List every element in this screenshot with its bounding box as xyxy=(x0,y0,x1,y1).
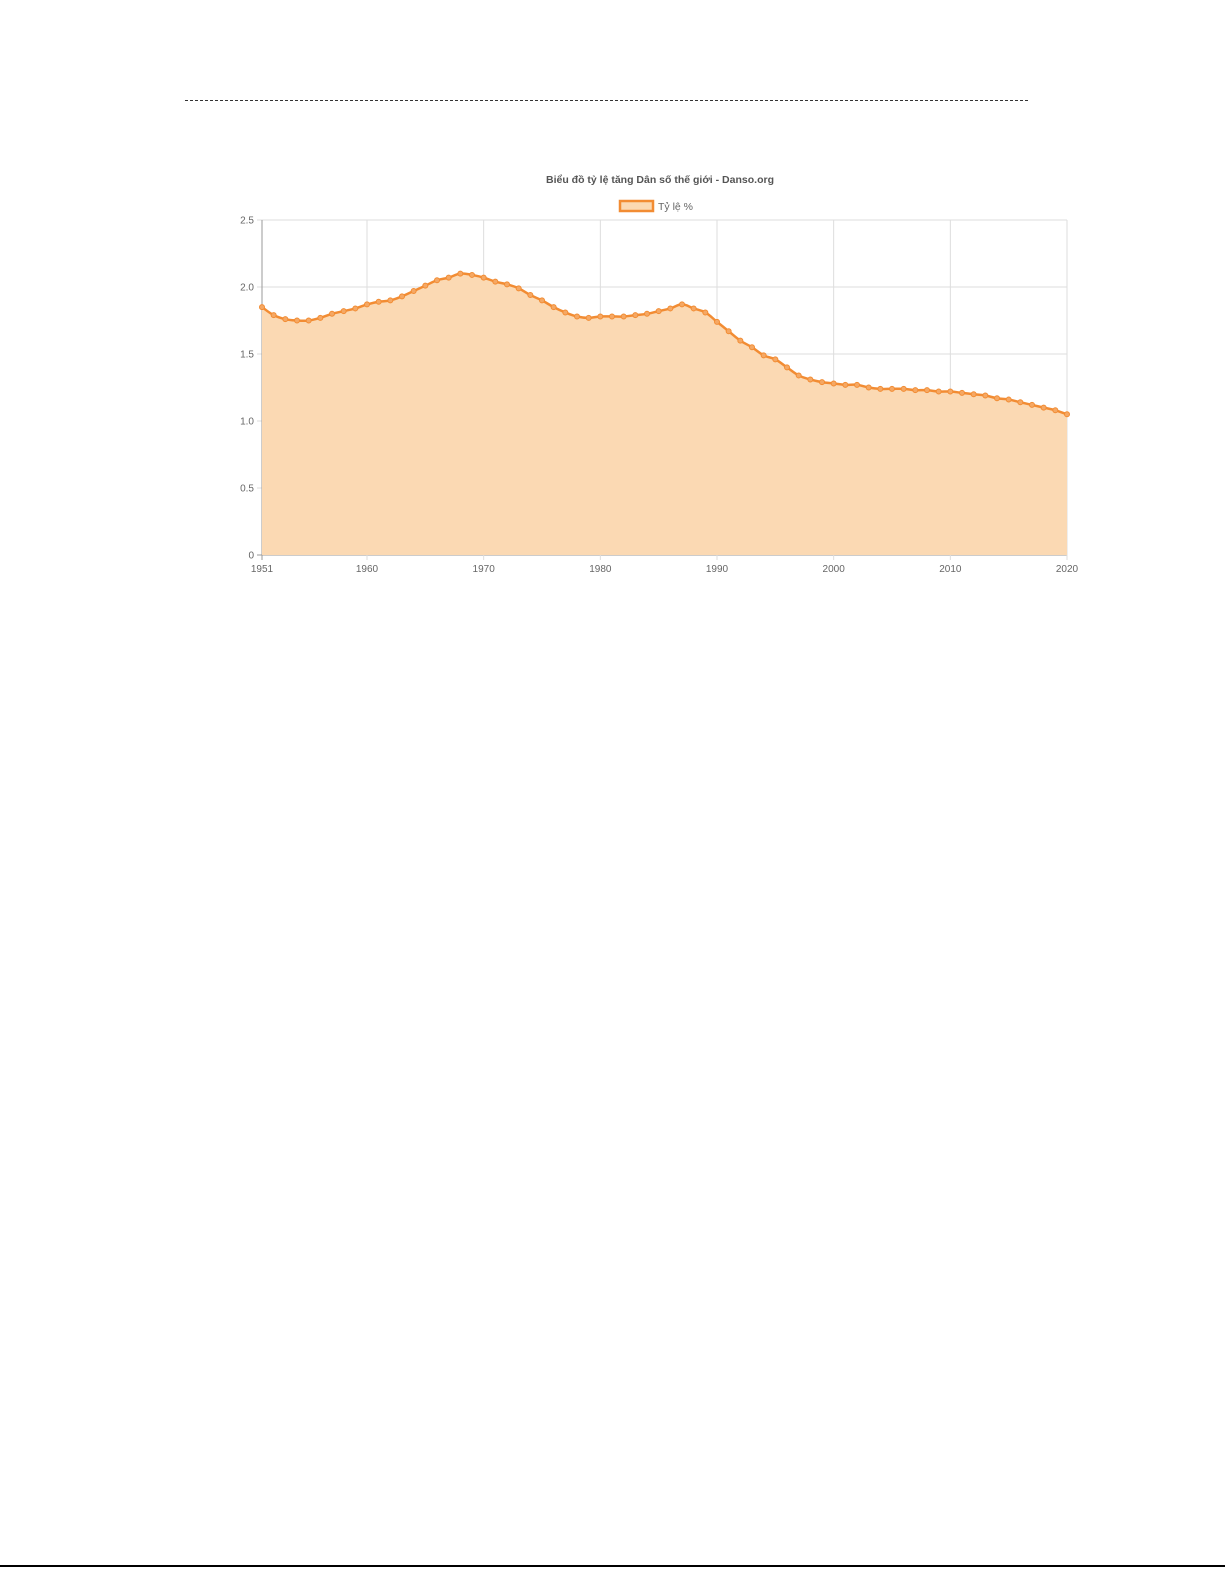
data-point xyxy=(329,310,335,317)
x-tick-label: 2010 xyxy=(939,564,962,575)
data-point xyxy=(679,301,685,308)
data-point xyxy=(562,309,569,316)
data-point xyxy=(760,352,767,359)
legend[interactable]: Tỷ lệ % xyxy=(618,199,693,213)
data-point xyxy=(445,274,452,281)
y-tick-label: 1.0 xyxy=(240,417,254,428)
data-point xyxy=(644,310,650,317)
data-point xyxy=(924,387,930,394)
data-point xyxy=(1005,396,1012,403)
data-point xyxy=(609,313,615,320)
chart-title: Biểu đồ tỷ lệ tăng Dân số thế giới - Dan… xyxy=(546,174,774,186)
data-point xyxy=(865,384,872,391)
y-tick-label: 2.0 xyxy=(240,283,254,294)
data-point xyxy=(737,337,744,344)
y-tick-label: 1.5 xyxy=(240,350,254,361)
x-tick-label: 1970 xyxy=(473,564,496,575)
data-point xyxy=(282,316,289,323)
data-point xyxy=(305,317,312,324)
data-point xyxy=(340,308,347,315)
data-point xyxy=(784,364,790,371)
x-tick-label: 2020 xyxy=(1056,564,1079,575)
data-point xyxy=(492,278,499,285)
y-tick-label: 2.5 xyxy=(240,216,254,227)
data-point xyxy=(375,298,382,305)
data-point xyxy=(620,313,627,320)
data-point xyxy=(714,318,720,325)
data-point xyxy=(1064,411,1070,418)
data-point xyxy=(1040,404,1047,411)
legend-label: Tỷ lệ % xyxy=(658,201,693,213)
data-point xyxy=(877,385,884,392)
x-tick-label: 2000 xyxy=(823,564,846,575)
area-fill xyxy=(262,273,1067,555)
data-point xyxy=(352,305,359,312)
data-point xyxy=(690,305,697,312)
data-point xyxy=(655,308,662,315)
data-point xyxy=(469,271,475,278)
page-bottom-border xyxy=(0,1565,1225,1567)
data-point xyxy=(889,385,895,392)
data-point xyxy=(900,385,907,392)
data-point xyxy=(749,344,755,351)
data-point xyxy=(1052,407,1059,414)
data-point xyxy=(819,379,825,386)
data-point xyxy=(585,314,592,321)
data-point xyxy=(912,387,919,394)
data-point xyxy=(574,313,580,320)
data-point xyxy=(830,380,837,387)
data-point xyxy=(854,381,860,388)
data-point xyxy=(550,304,557,311)
data-point xyxy=(434,277,440,284)
series-line xyxy=(261,272,1068,416)
data-point xyxy=(527,292,534,299)
x-tick-label: 1980 xyxy=(589,564,612,575)
data-point xyxy=(959,389,965,396)
y-tick-label: 0 xyxy=(248,551,254,562)
data-point xyxy=(270,312,277,319)
data-point xyxy=(807,376,814,383)
data-point xyxy=(597,313,604,320)
data-point xyxy=(795,372,802,379)
x-tick-label: 1951 xyxy=(251,564,274,575)
data-point xyxy=(970,391,977,398)
growth-rate-chart: Biểu đồ tỷ lệ tăng Dân số thế giới - Dan… xyxy=(240,174,1079,575)
data-point xyxy=(702,309,709,316)
data-point xyxy=(504,281,510,288)
x-tick-label: 1960 xyxy=(356,564,379,575)
data-point xyxy=(1017,399,1024,406)
data-point xyxy=(982,392,989,399)
data-point xyxy=(725,328,732,335)
data-point xyxy=(294,317,300,324)
data-point xyxy=(387,297,394,304)
x-tick-label: 1990 xyxy=(706,564,729,575)
data-point xyxy=(1029,401,1035,408)
data-point xyxy=(935,388,942,395)
data-point xyxy=(259,304,265,311)
legend-swatch xyxy=(618,199,655,213)
data-point xyxy=(632,312,639,319)
data-point xyxy=(947,388,954,395)
data-point xyxy=(399,293,405,300)
data-point xyxy=(772,356,779,363)
data-point xyxy=(410,288,417,295)
y-tick-label: 0.5 xyxy=(240,484,254,495)
dashed-separator xyxy=(185,100,1028,101)
data-point xyxy=(364,301,370,308)
data-point xyxy=(480,274,487,281)
data-point xyxy=(994,395,1000,402)
data-point xyxy=(457,270,464,277)
data-point xyxy=(842,381,849,388)
data-point xyxy=(667,305,674,312)
data-point xyxy=(515,285,522,292)
data-point xyxy=(422,282,429,289)
data-point xyxy=(539,297,545,304)
data-point xyxy=(317,314,324,321)
